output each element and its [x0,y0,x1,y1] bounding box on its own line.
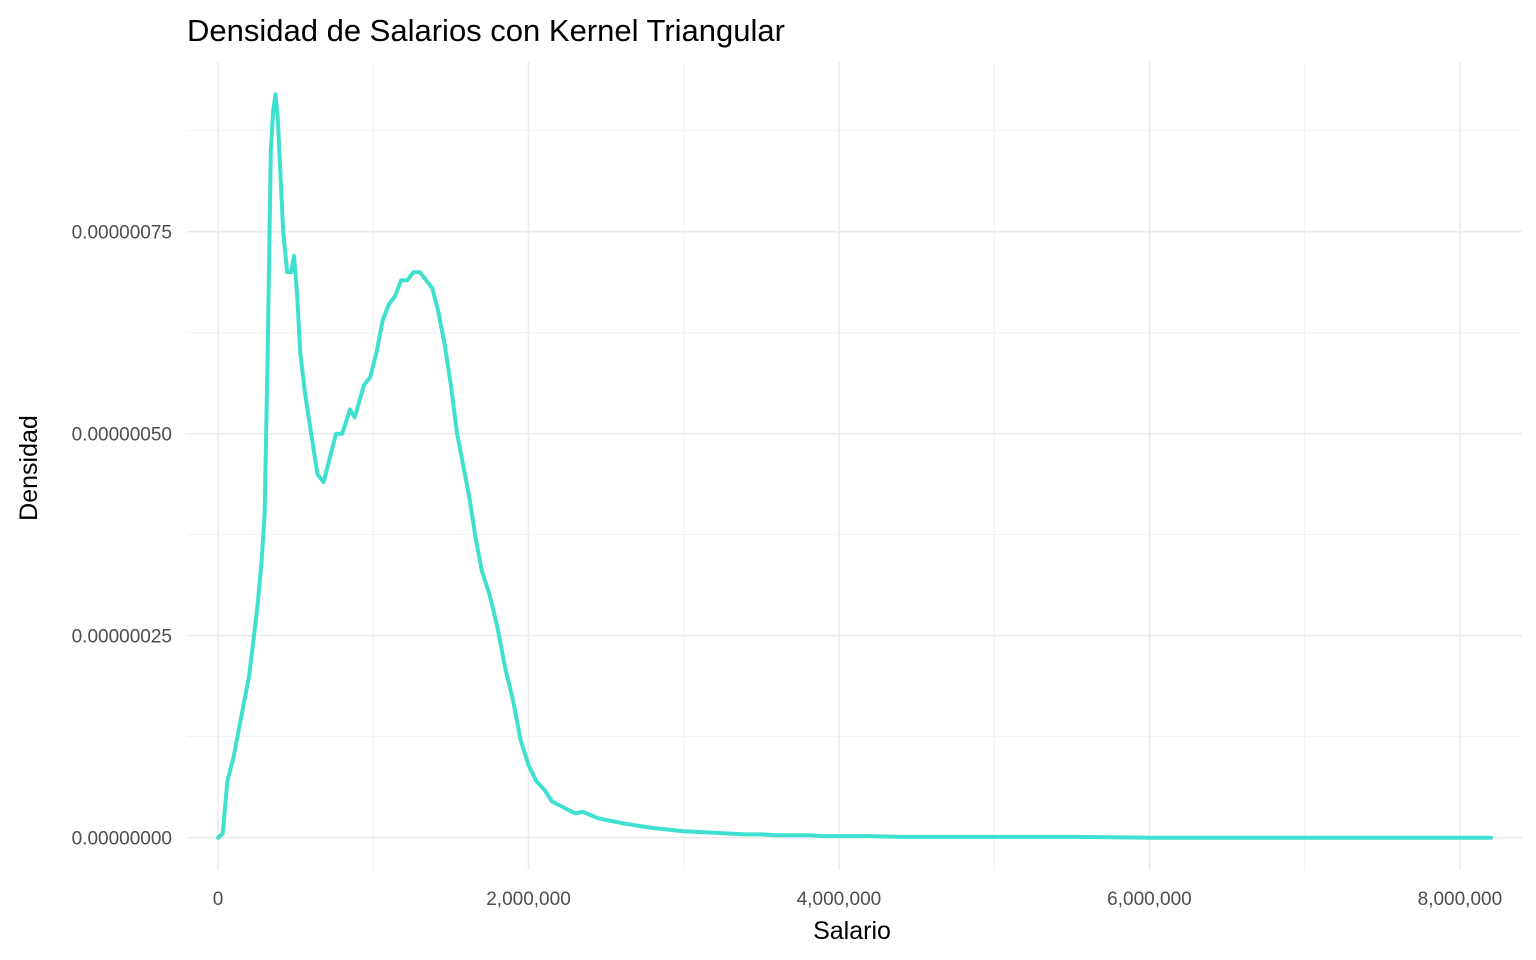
x-tick-label: 0 [213,889,224,910]
y-tick-label: 0.00000075 [72,223,172,244]
x-axis-title: Salario [813,917,891,945]
tick-labels: 0 2,000,000 4,000,000 6,000,000 8,000,000 0.0… [72,223,1503,910]
x-tick-label: 6,000,000 [1107,889,1192,910]
chart-title: Densidad de Salarios con Kernel Triangul… [187,13,785,48]
x-tick-label: 2,000,000 [486,889,571,910]
density-line [216,92,1493,840]
x-tick-label: 4,000,000 [797,889,882,910]
x-tick-label: 8,000,000 [1418,889,1503,910]
y-tick-label: 0.00000050 [72,425,172,446]
y-axis-title: Densidad [15,415,43,521]
y-tick-label: 0.00000000 [72,829,172,850]
y-tick-label: 0.00000025 [72,627,172,648]
series-layer [216,92,1493,840]
